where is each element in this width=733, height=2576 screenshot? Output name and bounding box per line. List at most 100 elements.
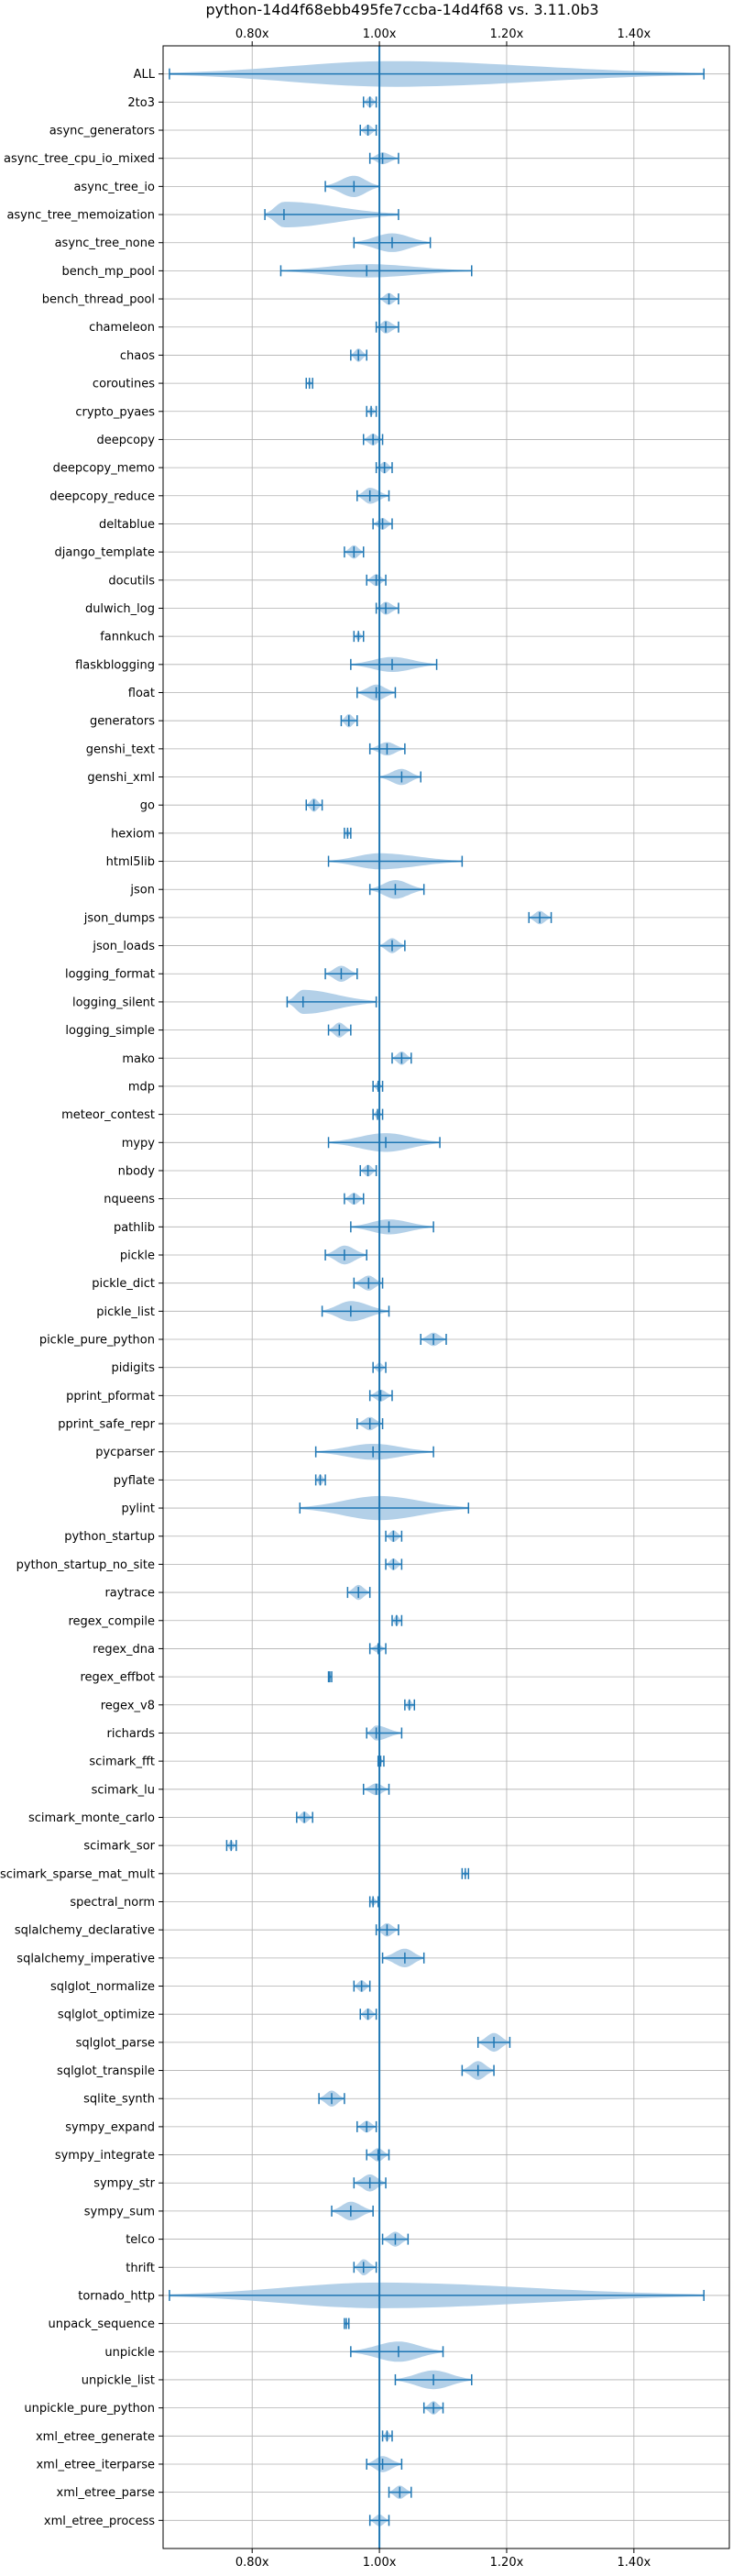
category-label: 2to3: [127, 96, 155, 110]
violin-unpack_sequence: [344, 2317, 350, 2329]
category-label: sqlglot_transpile: [57, 2064, 155, 2078]
violin-thrift: [353, 2259, 377, 2275]
violin-pyflate: [314, 1474, 326, 1486]
category-label: sqlglot_normalize: [50, 1980, 155, 1994]
violin-unpickle: [350, 2341, 444, 2362]
category-label: pidigits: [112, 1361, 156, 1375]
violin-regex_effbot: [327, 1671, 333, 1683]
category-label: python_startup: [64, 1530, 155, 1544]
violin-sqlalchemy_imperative: [381, 1948, 425, 1967]
category-label: sympy_sum: [84, 2205, 155, 2218]
category-label: deepcopy: [96, 434, 155, 447]
category-label: pprint_pformat: [66, 1390, 155, 1404]
category-label: html5lib: [106, 855, 155, 869]
violin-sqlite_synth: [318, 2090, 345, 2107]
category-label: genshi_xml: [87, 771, 155, 785]
category-label: tornado_http: [78, 2289, 155, 2303]
category-label: json: [129, 884, 155, 897]
category-label: unpickle: [104, 2346, 155, 2360]
violin-pprint_safe_repr: [356, 1416, 384, 1431]
violin-pprint_pformat: [368, 1390, 393, 1402]
category-label: scimark_lu: [92, 1783, 155, 1797]
violin-logging_silent: [286, 989, 377, 1014]
violin-nbody: [359, 1164, 377, 1177]
violin-pickle: [324, 1245, 367, 1265]
tick-label-top: 0.80x: [235, 28, 269, 41]
category-label: sqlalchemy_declarative: [15, 1924, 155, 1938]
category-label: regex_v8: [101, 1699, 155, 1712]
tick-label-top: 1.00x: [363, 28, 397, 41]
violin-mypy: [327, 1133, 441, 1152]
violin-unpickle_list: [394, 2370, 473, 2390]
violin-crypto_pyaes: [366, 405, 377, 417]
violin-raytrace: [346, 1584, 371, 1601]
category-label: spectral_norm: [70, 1896, 155, 1910]
category-label: mypy: [122, 1137, 156, 1150]
category-label: bench_mp_pool: [61, 265, 155, 279]
violin-json_dumps: [528, 910, 552, 925]
tick-label-bottom: 0.80x: [235, 2556, 269, 2570]
category-label: sqlglot_parse: [76, 2036, 155, 2050]
category-label: scimark_monte_carlo: [28, 1811, 155, 1825]
category-label: xml_etree_process: [44, 2515, 155, 2528]
category-label: async_tree_none: [55, 237, 155, 250]
category-label: deltablue: [99, 518, 155, 532]
violin-richards: [366, 1725, 403, 1741]
violin-python_startup: [385, 1530, 403, 1543]
violin-fannkuch: [353, 631, 365, 643]
violin-pathlib: [350, 1219, 434, 1235]
category-label: pprint_safe_repr: [58, 1418, 155, 1432]
violin-regex_dna: [368, 1643, 387, 1655]
category-label: mako: [122, 1052, 155, 1066]
violin-spectral_norm: [368, 1896, 379, 1908]
tick-label-bottom: 1.20x: [490, 2556, 524, 2570]
violin-pickle_list: [321, 1301, 390, 1322]
category-label: django_template: [55, 546, 155, 560]
violin-tornado_http: [169, 2282, 705, 2308]
category-label: regex_dna: [93, 1643, 155, 1657]
category-label: sympy_expand: [65, 2120, 155, 2134]
violin-sqlglot_transpile: [461, 2061, 495, 2080]
category-label: go: [140, 799, 155, 813]
category-label: xml_etree_iterparse: [36, 2458, 155, 2471]
value-axis: 0.80x 0.80x 1.00x 1.00x 1.20x 1.20x 1.40x 1.40x: [235, 28, 651, 2570]
violin-pycparser: [314, 1444, 434, 1460]
violin-async_tree_cpu_io_mixed: [368, 152, 399, 165]
category-label: bench_thread_pool: [42, 293, 155, 307]
category-label: thrift: [126, 2262, 155, 2275]
category-label: telco: [126, 2233, 155, 2247]
category-label: scimark_sparse_mat_mult: [0, 1867, 155, 1881]
violin-regex_compile: [391, 1614, 403, 1626]
category-axis: ALL 2to3 async_generators async_tree_cpu_io…: [0, 68, 163, 2528]
violin-deepcopy_reduce: [356, 488, 390, 504]
violin-async_generators: [359, 125, 377, 137]
violin-ALL: [169, 61, 705, 87]
category-label: pickle_pure_python: [39, 1334, 155, 1348]
category-label: ALL: [134, 68, 156, 82]
violin-django_template: [344, 545, 365, 559]
violin-genshi_text: [368, 742, 406, 756]
category-label: pickle_dict: [92, 1277, 155, 1291]
category-label: deepcopy_reduce: [49, 490, 155, 503]
category-label: async_generators: [49, 125, 156, 138]
category-label: logging_silent: [72, 996, 155, 1009]
violin-nqueens: [344, 1193, 365, 1205]
category-label: genshi_text: [86, 743, 155, 756]
category-label: sympy_str: [93, 2177, 155, 2191]
violin-sympy_expand: [356, 2120, 377, 2133]
violin-xml_etree_generate: [381, 2430, 393, 2442]
violin-mako: [391, 1051, 412, 1065]
category-label: chaos: [120, 349, 155, 363]
plot-area: [169, 46, 705, 2548]
violin-sympy_integrate: [366, 2148, 390, 2162]
category-label: json_loads: [92, 940, 155, 953]
violin-chaos: [350, 348, 367, 362]
violin-xml_etree_parse: [388, 2485, 412, 2499]
grid: [163, 46, 729, 2548]
category-label: meteor_contest: [61, 1108, 155, 1122]
violin-sqlglot_normalize: [353, 1980, 371, 1992]
violin-scimark_lu: [362, 1783, 390, 1796]
category-label: xml_etree_generate: [36, 2430, 155, 2444]
category-label: json_dumps: [83, 911, 155, 925]
